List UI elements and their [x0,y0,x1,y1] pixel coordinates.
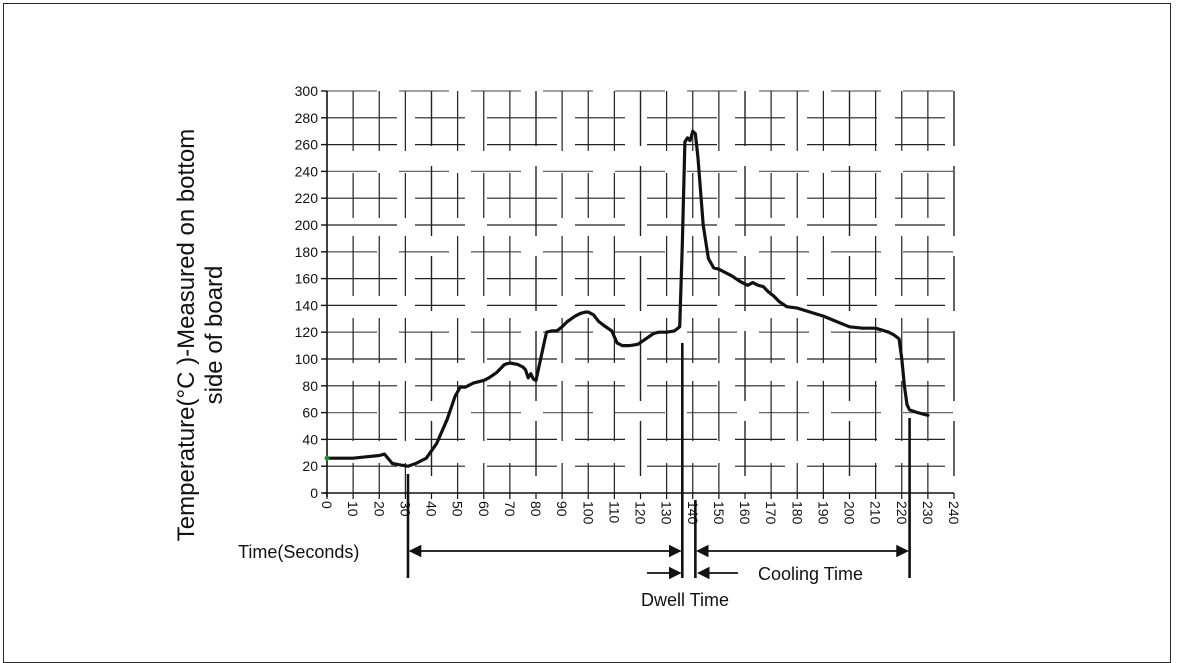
series-line [325,129,930,468]
x-tick-label: 160 [737,501,753,525]
x-tick-label: 40 [424,501,440,517]
y-tick-label: 40 [302,431,318,447]
x-tick-label: 90 [554,501,570,517]
x-tick-label: 30 [397,501,413,517]
x-tick-labels: 0 10 20 30 40 50 60 70 80 90 100 110 120 130 140 150 160… [319,493,962,525]
x-tick-label: 210 [868,501,884,525]
y-tick-label: 240 [295,163,319,179]
y-tick-label: 0 [310,485,318,501]
x-tick-label: 50 [450,501,466,517]
dwell-time-label: Dwell Time [641,590,729,610]
x-tick-label: 170 [763,501,779,525]
x-tick-label: 180 [789,501,805,525]
y-tick-label: 260 [295,137,319,153]
chart-grid [327,90,955,493]
x-axis-label: Time(Seconds) [238,542,359,562]
chart-annotations: Time(Seconds) Dwell Time Cooling Time [238,343,911,610]
x-tick-label: 0 [319,501,335,509]
y-tick-labels: 0 20 40 60 80 100 120 140 160 180 200 220 240 260 280 3… [295,83,327,501]
y-tick-label: 60 [302,405,318,421]
x-tick-label: 200 [842,501,858,525]
x-tick-label: 100 [580,501,596,525]
cooling-time-label: Cooling Time [758,564,863,584]
chart-series [324,129,930,468]
x-tick-label: 230 [920,501,936,525]
x-tick-label: 10 [345,501,361,517]
x-tick-label: 190 [815,501,831,525]
x-tick-label: 150 [711,501,727,525]
y-axis-label: Temperature(°C )-Measured on bottom side… [173,129,228,541]
y-axis-label-line1: Temperature(°C )-Measured on bottom [173,129,200,541]
y-tick-label: 140 [295,297,319,313]
x-tick-label: 120 [633,501,649,525]
x-tick-label: 130 [659,501,675,525]
y-tick-label: 280 [295,110,319,126]
x-tick-label: 20 [371,501,387,517]
x-tick-label: 240 [946,501,962,525]
y-tick-label: 20 [302,458,318,474]
chart-axes [323,91,954,497]
series-start-point [324,455,330,461]
x-tick-label: 60 [476,501,492,517]
x-tick-label: 140 [685,501,701,525]
y-tick-label: 300 [295,83,319,99]
x-tick-label: 70 [502,501,518,517]
y-tick-label: 220 [295,190,319,206]
y-tick-label: 120 [295,324,319,340]
y-tick-label: 180 [295,244,319,260]
y-tick-label: 160 [295,271,319,287]
y-tick-label: 200 [295,217,319,233]
x-tick-label: 80 [528,501,544,517]
y-tick-label: 80 [302,378,318,394]
x-tick-label: 110 [606,501,622,524]
y-axis-label-line2: side of board [201,266,228,405]
y-tick-label: 100 [295,351,319,367]
x-tick-label: 220 [894,501,910,525]
